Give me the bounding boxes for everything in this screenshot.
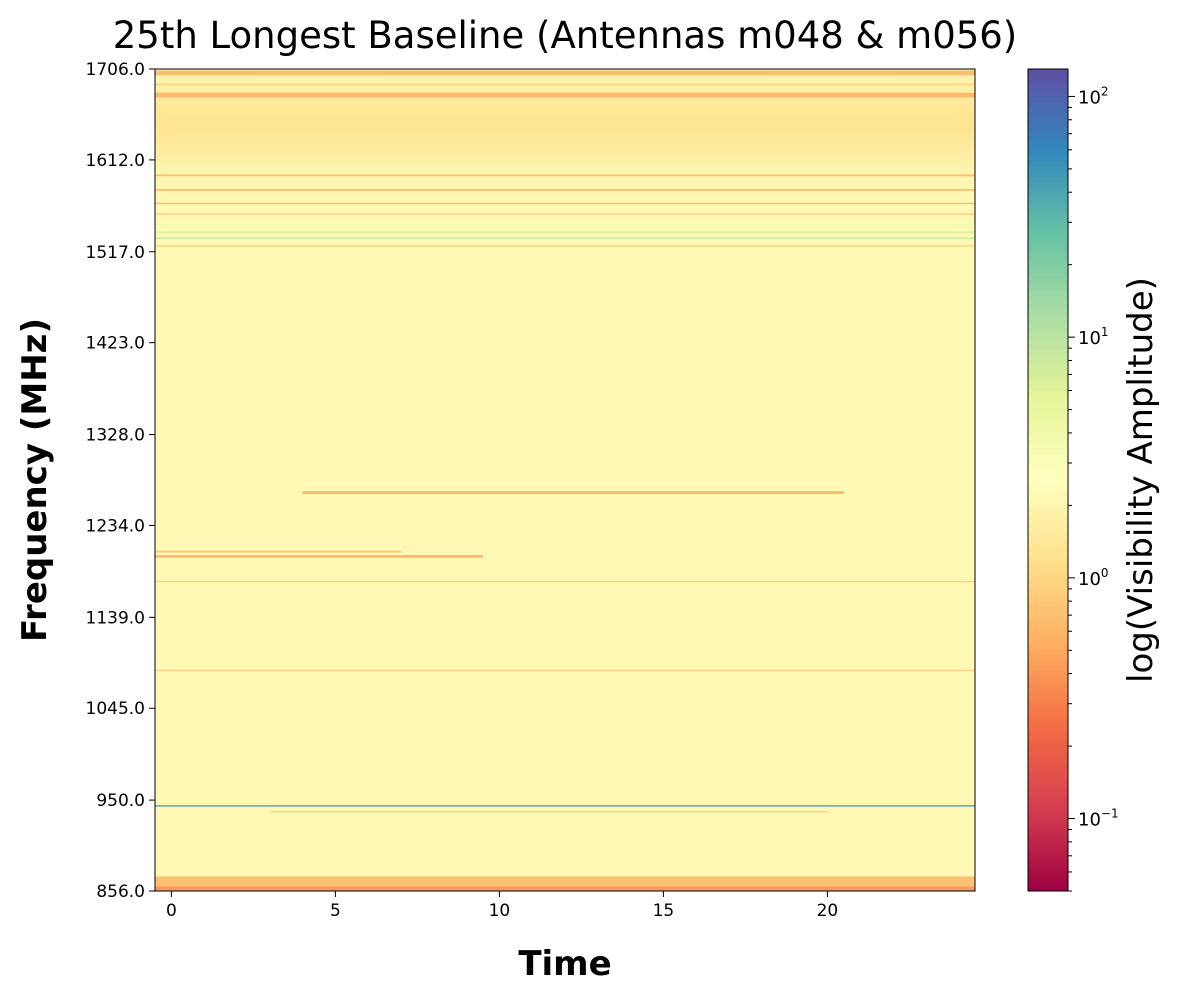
heatmap-feature-band <box>155 237 975 239</box>
heatmap-feature-band <box>155 213 975 215</box>
heatmap-feature-band <box>155 550 401 553</box>
heatmap-feature-band <box>155 223 975 226</box>
y-tick-label: 1045.0 <box>86 699 145 719</box>
colorbar-tick-label: 100 <box>1078 566 1109 590</box>
heatmap-feature-band <box>155 174 975 177</box>
heatmap-feature-band <box>155 886 975 891</box>
colorbar-tick-label: 102 <box>1078 84 1109 108</box>
x-tick-label: 20 <box>817 901 839 921</box>
heatmap-feature-band <box>155 83 975 86</box>
heatmap-feature-band <box>155 92 975 98</box>
x-tick-label: 0 <box>166 901 177 921</box>
heatmap-feature-band <box>155 876 975 887</box>
x-axis-label: Time <box>518 944 611 984</box>
heatmap-feature-band <box>269 810 828 813</box>
x-axis: 0 5 10 15 20 <box>166 891 838 921</box>
heatmap-feature-band <box>155 231 975 234</box>
y-axis: 856.0 950.0 1045.0 1139.0 1234.0 1328.0 1423.0… <box>86 60 155 902</box>
y-axis-label: Frequency (MHz) <box>15 318 55 642</box>
x-tick-label: 10 <box>489 901 511 921</box>
y-tick-label: 1234.0 <box>86 516 145 536</box>
y-tick-label: 950.0 <box>96 791 145 811</box>
y-tick-label: 1139.0 <box>86 608 145 628</box>
y-tick-label: 856.0 <box>96 882 145 902</box>
heatmap-background <box>155 69 975 891</box>
y-tick-label: 1706.0 <box>86 60 145 80</box>
heatmap-feature-band <box>155 580 975 583</box>
y-tick-label: 1612.0 <box>86 151 145 171</box>
y-tick-label: 1423.0 <box>86 334 145 354</box>
chart-title: 25th Longest Baseline (Antennas m048 & m… <box>113 14 1018 57</box>
x-tick-label: 15 <box>653 901 675 921</box>
heatmap-features <box>155 70 975 891</box>
plot-frame <box>154 68 976 892</box>
heatmap-feature-band <box>155 188 975 191</box>
heatmap-feature-band <box>155 555 483 558</box>
plot-area <box>155 69 975 891</box>
colorbar-tick-label: 101 <box>1078 325 1109 349</box>
colorbar: 10−1 100 101 102 log(Visibility Amplitude) <box>1027 68 1161 892</box>
heatmap-feature-band <box>155 202 975 205</box>
y-tick-label: 1328.0 <box>86 426 145 446</box>
colorbar-gradient <box>1027 68 1069 892</box>
heatmap-feature-band <box>155 70 975 76</box>
colorbar-label: log(Visibility Amplitude) <box>1121 277 1161 683</box>
heatmap-feature-band <box>155 805 975 807</box>
colorbar-tick-label: 10−1 <box>1078 807 1119 831</box>
heatmap-feature-band <box>155 669 975 672</box>
y-tick-label: 1517.0 <box>86 243 145 263</box>
heatmap-feature-band <box>302 491 844 495</box>
heatmap-feature-band <box>155 245 975 247</box>
x-tick-label: 5 <box>330 901 341 921</box>
colorbar-ticks: 10−1 100 101 102 <box>1068 84 1119 892</box>
